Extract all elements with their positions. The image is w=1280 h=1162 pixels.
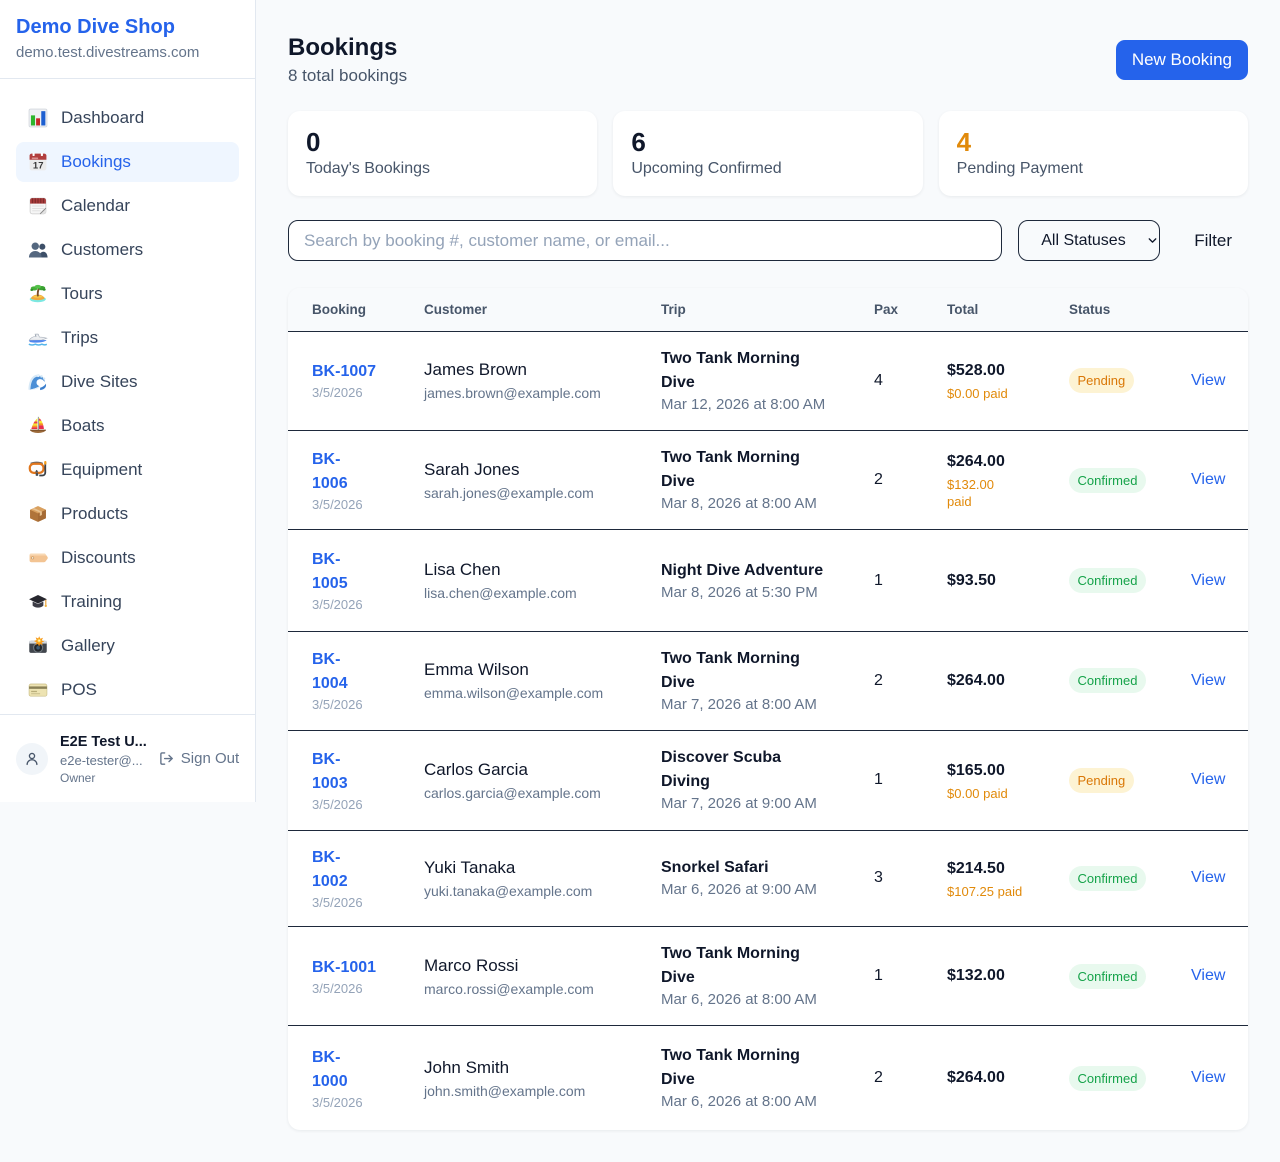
svg-text:17: 17 bbox=[33, 160, 44, 171]
